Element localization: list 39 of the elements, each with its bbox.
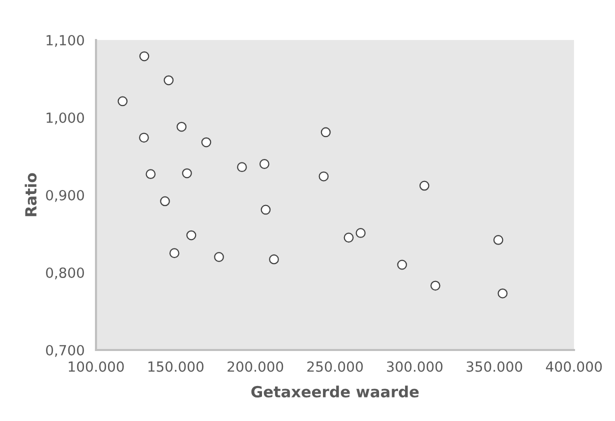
x-tick-label: 400.000 [546, 361, 602, 372]
x-tick-label: 200.000 [228, 361, 284, 372]
point [259, 159, 270, 169]
point [182, 168, 192, 178]
point [344, 232, 354, 243]
point [269, 254, 279, 264]
point [260, 204, 271, 215]
point [430, 280, 440, 291]
x-tick-label: 250.000 [307, 361, 363, 372]
point [419, 180, 430, 191]
point [169, 248, 180, 258]
x-tick-label: 100.000 [68, 361, 124, 372]
y-tick-label: 0,800 [46, 267, 84, 280]
x-tick-label: 300.000 [387, 361, 442, 372]
point [397, 260, 408, 270]
point [146, 169, 156, 180]
point [160, 196, 170, 206]
point [318, 171, 329, 182]
point [493, 235, 504, 245]
point [164, 75, 174, 86]
x-tick-label: 150.000 [148, 361, 204, 372]
point [176, 122, 187, 132]
point [237, 162, 247, 172]
y-tick-label: 0,900 [46, 190, 84, 202]
point [118, 96, 128, 106]
point [201, 137, 212, 148]
point [320, 127, 331, 138]
x-axis-title: Getaxeerde waarde [251, 386, 419, 398]
point [186, 230, 196, 240]
y-tick-label: 1,100 [46, 34, 84, 47]
point [356, 228, 366, 238]
point [139, 132, 149, 143]
point [498, 288, 508, 298]
y-tick-label: 0,700 [46, 344, 84, 357]
x-tick-label: 350.000 [466, 361, 522, 372]
point [139, 51, 150, 62]
y-axis-title: Ratio [24, 173, 37, 216]
point [214, 252, 224, 262]
y-tick-label: 1,000 [46, 112, 84, 124]
